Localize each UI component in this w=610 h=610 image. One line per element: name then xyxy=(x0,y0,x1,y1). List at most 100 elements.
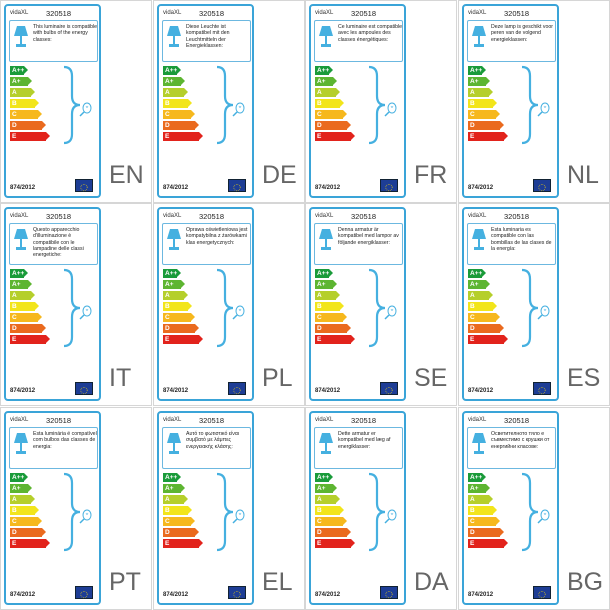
language-code: EN xyxy=(109,161,144,189)
brand-name: vidaXL xyxy=(10,213,29,219)
label-cell: vidaXL 320518 Denna armatur är kompatibe… xyxy=(305,203,457,406)
energy-label: vidaXL 320518 Oprawa oświetleniowa jest … xyxy=(157,207,254,401)
energy-class-bar: A xyxy=(10,291,36,300)
energy-class-bar: A+ xyxy=(468,280,490,289)
energy-label: vidaXL 320518 Questo apparecchio d'illum… xyxy=(4,207,101,401)
info-box: Esta luminária é compatível com bulbos d… xyxy=(9,427,98,469)
energy-class-bar: A+ xyxy=(10,77,32,86)
lamp-icon xyxy=(167,433,181,454)
energy-class-bar: D xyxy=(10,324,46,333)
regulation-number: 874/2012 xyxy=(163,592,189,598)
energy-class-bar: B xyxy=(468,99,497,108)
compatibility-text: Esta luminária é compatível com bulbos d… xyxy=(33,431,97,450)
bulb-icon xyxy=(537,509,550,524)
energy-scale: A++ A+ A B C D E xyxy=(163,66,203,146)
brand-name: vidaXL xyxy=(315,213,334,219)
energy-class-bar: A++ xyxy=(468,269,486,278)
energy-label: vidaXL 320518 Esta luminaria es compatib… xyxy=(462,207,559,401)
energy-label: vidaXL 320518 Αυτό το φωτιστικό είναι συ… xyxy=(157,411,254,605)
lamp-icon xyxy=(14,26,28,47)
compatibility-text: Deze lamp is geschikt voor peren van de … xyxy=(491,24,553,43)
model-number: 320518 xyxy=(351,212,377,221)
energy-class-bar: C xyxy=(315,313,348,322)
energy-class-bar: C xyxy=(10,110,43,119)
compatibility-text: Ce luminaire est compatible avec les amp… xyxy=(338,24,403,43)
brand-name: vidaXL xyxy=(10,10,29,16)
brace-icon xyxy=(63,472,92,552)
compatibility-text: Dette armatur er kompatibel med læg af e… xyxy=(338,431,391,450)
eu-flag-icon xyxy=(533,179,551,192)
brace-icon xyxy=(216,268,245,348)
label-cell: vidaXL 320518 Esta luminária é compatíve… xyxy=(0,407,152,610)
language-code: SE xyxy=(414,364,448,392)
label-cell: vidaXL 320518 Ce luminaire est compatibl… xyxy=(305,0,457,203)
energy-class-bar: E xyxy=(468,539,508,548)
energy-class-bar: A+ xyxy=(10,484,32,493)
regulation-number: 874/2012 xyxy=(315,185,341,191)
eu-flag-icon xyxy=(380,586,398,599)
energy-class-bar: C xyxy=(468,517,501,526)
regulation-number: 874/2012 xyxy=(163,388,189,394)
energy-class-bar: A xyxy=(10,88,36,97)
eu-flag-icon xyxy=(228,179,246,192)
bulb-icon xyxy=(384,102,397,117)
energy-class-bar: A+ xyxy=(315,280,337,289)
energy-class-bar: E xyxy=(163,335,203,344)
energy-class-bar: A xyxy=(10,495,36,504)
model-number: 320518 xyxy=(351,9,377,18)
label-cell: vidaXL 320518 Deze lamp is geschikt voor… xyxy=(458,0,610,203)
energy-class-bar: D xyxy=(468,528,504,537)
energy-class-bar: E xyxy=(10,335,50,344)
model-number: 320518 xyxy=(199,212,225,221)
regulation-number: 874/2012 xyxy=(315,388,341,394)
model-number: 320518 xyxy=(351,416,377,425)
eu-flag-icon xyxy=(533,586,551,599)
energy-class-bar: B xyxy=(163,99,192,108)
language-code: DE xyxy=(262,161,297,189)
info-box: Dette armatur er kompatibel med læg af e… xyxy=(314,427,403,469)
energy-scale: A++ A+ A B C D E xyxy=(10,66,50,146)
brace-icon xyxy=(216,472,245,552)
regulation-number: 874/2012 xyxy=(468,388,494,394)
energy-class-bar: A++ xyxy=(468,473,486,482)
energy-class-bar: C xyxy=(163,517,196,526)
brand-name: vidaXL xyxy=(468,10,487,16)
lamp-icon xyxy=(472,26,486,47)
energy-class-bar: B xyxy=(10,302,39,311)
energy-scale: A++ A+ A B C D E xyxy=(10,473,50,553)
brand-name: vidaXL xyxy=(163,213,182,219)
energy-class-bar: A+ xyxy=(163,484,185,493)
energy-class-bar: C xyxy=(315,110,348,119)
label-cell: vidaXL 320518 Questo apparecchio d'illum… xyxy=(0,203,152,406)
energy-class-bar: B xyxy=(468,302,497,311)
language-code: IT xyxy=(109,364,132,392)
energy-class-bar: A++ xyxy=(163,473,181,482)
energy-class-bar: B xyxy=(163,506,192,515)
brace-icon xyxy=(63,268,92,348)
energy-class-bar: D xyxy=(163,121,199,130)
energy-class-bar: A xyxy=(468,88,494,97)
energy-scale: A++ A+ A B C D E xyxy=(163,473,203,553)
language-code: PL xyxy=(262,364,293,392)
energy-scale: A++ A+ A B C D E xyxy=(10,269,50,349)
energy-class-bar: A++ xyxy=(315,66,333,75)
regulation-number: 874/2012 xyxy=(315,592,341,598)
label-cell: vidaXL 320518 Dette armatur er kompatibe… xyxy=(305,407,457,610)
energy-label: vidaXL 320518 Diese Leuchte ist kompatib… xyxy=(157,4,254,198)
energy-class-bar: B xyxy=(468,506,497,515)
energy-class-bar: A++ xyxy=(468,66,486,75)
compatibility-text: Questo apparecchio d'illuminazione è com… xyxy=(33,227,84,259)
energy-class-bar: A+ xyxy=(10,280,32,289)
energy-class-bar: D xyxy=(315,528,351,537)
label-cell: vidaXL 320518 This luminaire is compatib… xyxy=(0,0,152,203)
brace-icon xyxy=(368,472,397,552)
regulation-number: 874/2012 xyxy=(468,592,494,598)
energy-class-bar: A++ xyxy=(10,269,28,278)
bulb-icon xyxy=(232,102,245,117)
energy-scale: A++ A+ A B C D E xyxy=(163,269,203,349)
brand-name: vidaXL xyxy=(468,213,487,219)
energy-class-bar: A++ xyxy=(163,66,181,75)
energy-class-bar: C xyxy=(163,110,196,119)
lamp-icon xyxy=(319,433,333,454)
energy-label: vidaXL 320518 Esta luminária é compatíve… xyxy=(4,411,101,605)
